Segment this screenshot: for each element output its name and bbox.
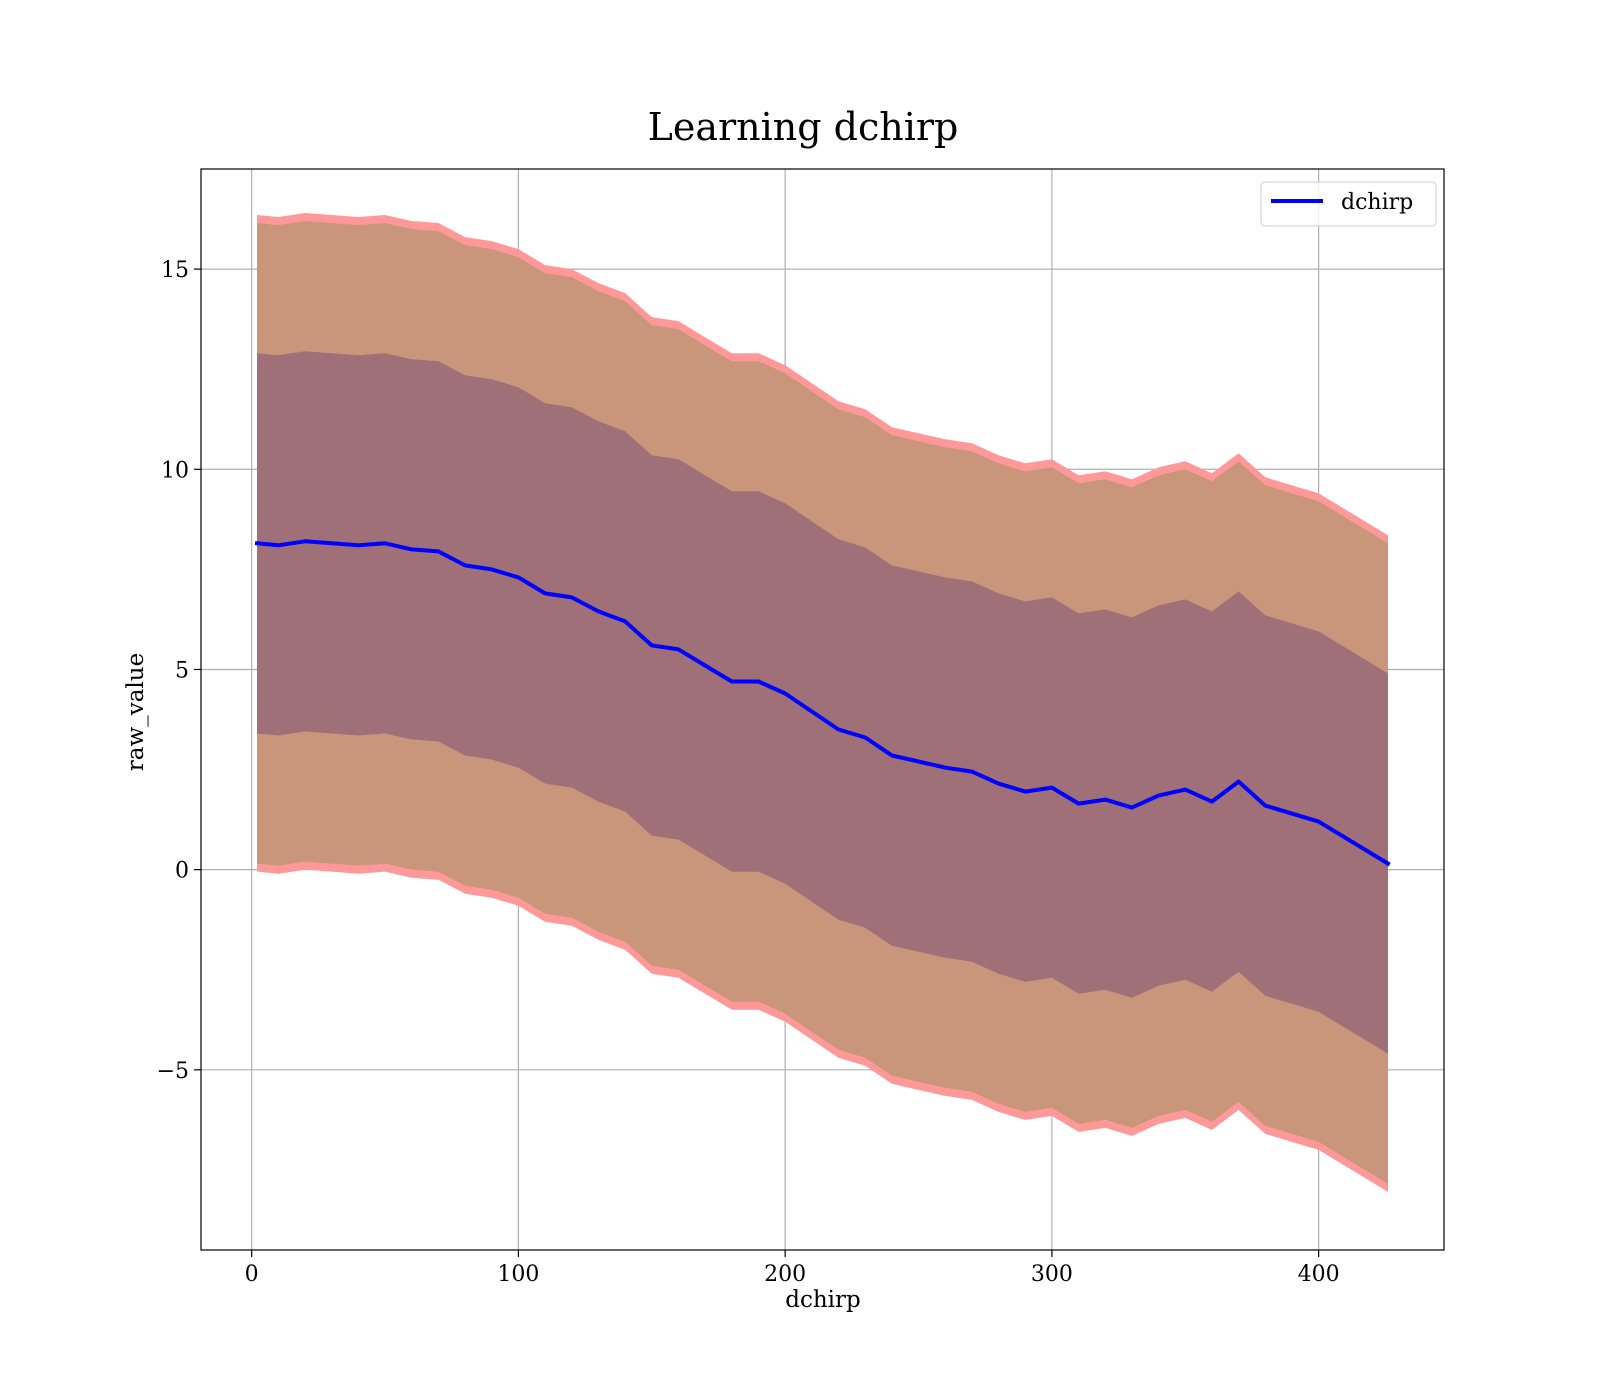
x-tick-label: 400 (1298, 1262, 1340, 1287)
y-tick-label: 15 (161, 258, 189, 283)
y-axis-label: raw_value (123, 653, 149, 771)
legend-box (1260, 181, 1437, 227)
y-tick-label: 0 (175, 859, 189, 884)
x-tick-label: 100 (497, 1262, 539, 1287)
confidence-bands (257, 213, 1388, 1192)
y-tick-label: 10 (161, 458, 189, 483)
x-axis-ticks: 0 100 200 300 400 (245, 1250, 1340, 1287)
chart-title: Learning dchirp (648, 105, 959, 149)
y-axis-ticks: −5 0 5 10 15 (157, 258, 201, 1084)
x-axis-label: dchirp (785, 1287, 861, 1313)
y-tick-label: −5 (157, 1059, 189, 1084)
x-tick-label: 0 (245, 1262, 259, 1287)
plot-frame (200, 168, 1445, 1251)
band-inner (257, 351, 1388, 1054)
legend-label-dchirp: dchirp (1341, 190, 1413, 215)
plot-area (200, 168, 1445, 1251)
series-lines (254, 539, 1391, 867)
legend: dchirp (1260, 181, 1437, 227)
series-line-dchirp (254, 539, 1391, 867)
x-tick-label: 200 (764, 1262, 806, 1287)
x-tick-label: 300 (1031, 1262, 1073, 1287)
y-tick-label: 5 (175, 658, 189, 683)
